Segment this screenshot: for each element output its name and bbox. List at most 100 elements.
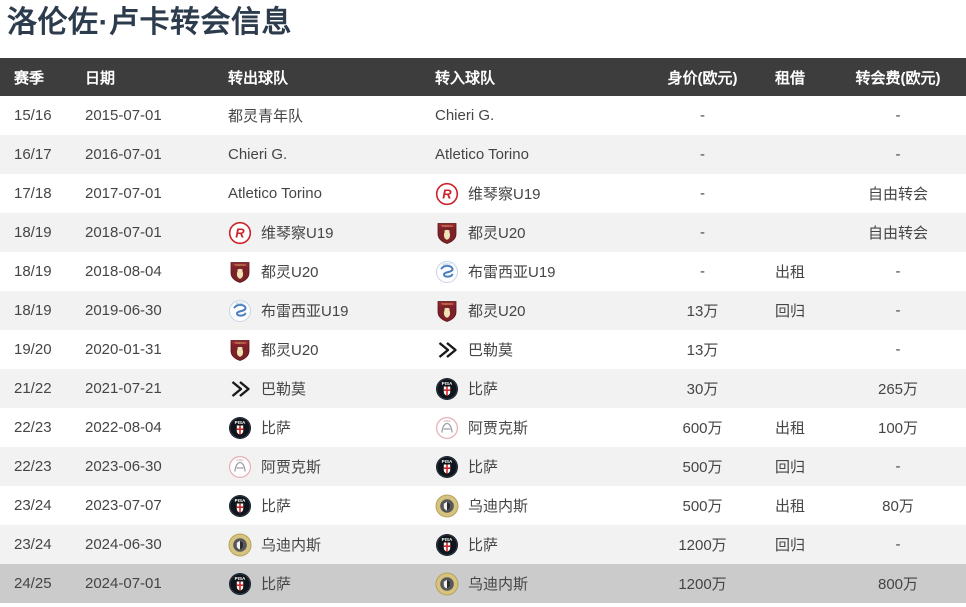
to-team-cell: PISA 比萨: [435, 369, 655, 408]
loan-cell: 出租: [774, 420, 805, 437]
table-body: 15/16 2015-07-01 都灵青年队 Chieri G. - - 16/…: [0, 96, 966, 603]
fee-cell: -: [895, 341, 901, 358]
from-team-name: 都灵U20: [261, 264, 319, 281]
date-cell: 2023-07-07: [85, 497, 162, 514]
to-team-name: 比萨: [468, 459, 499, 476]
column-header-market-value: 身价(欧元): [655, 58, 750, 96]
loan-cell: [750, 213, 830, 252]
to-team-cell: Chieri G.: [435, 96, 655, 135]
season-cell: 24/25: [14, 575, 52, 592]
season-cell: 18/19: [14, 224, 52, 241]
loan-cell: [750, 96, 830, 135]
column-header-loan: 租借: [750, 58, 830, 96]
season-cell: 22/23: [14, 419, 52, 436]
torino-crest-icon: TORINO: [228, 338, 252, 362]
from-team-cell: TORINO 都灵U20: [228, 252, 435, 291]
date-cell: 2023-06-30: [85, 458, 162, 475]
table-row: 21/22 2021-07-21 巴勒莫 PISA 比萨 30万 265万: [0, 369, 966, 408]
from-team-cell: 都灵青年队: [228, 96, 435, 135]
season-cell: 15/16: [14, 107, 52, 124]
from-team-name: 乌迪内斯: [261, 537, 322, 554]
season-cell: 23/24: [14, 497, 52, 514]
fee-cell: -: [895, 458, 901, 475]
date-cell: 2022-08-04: [85, 419, 162, 436]
page-title: 洛伦佐·卢卡转会信息: [7, 6, 292, 39]
vicenza-crest-icon: R: [435, 182, 459, 206]
table-row: 18/19 2019-06-30 BSFC 布雷西亚U19 TORINO 都灵U…: [0, 291, 966, 330]
to-team-name: 乌迪内斯: [468, 576, 529, 593]
to-team-name: 都灵U20: [468, 225, 526, 242]
brescia-crest-icon: BSFC: [435, 260, 459, 284]
from-team-name: 都灵U20: [261, 342, 319, 359]
market-value-cell: -: [700, 185, 705, 202]
loan-cell: 回归: [774, 303, 805, 320]
to-team-cell: 乌迪内斯: [435, 564, 655, 603]
column-header-from-team: 转出球队: [228, 58, 435, 96]
to-team-name: 巴勒莫: [468, 342, 514, 359]
table-row: 19/20 2020-01-31 TORINO 都灵U20 巴勒莫 13万 -: [0, 330, 966, 369]
table-header-row: 赛季 日期 转出球队 转入球队 身价(欧元) 租借 转会费(欧元): [0, 58, 966, 96]
fee-cell: 800万: [877, 576, 919, 593]
palermo-crest-icon: [228, 377, 252, 401]
table-row: 23/24 2023-07-07 PISA 比萨 乌迪内斯 500万 出租 80…: [0, 486, 966, 525]
udinese-crest-icon: [228, 533, 252, 557]
loan-cell: 回归: [774, 459, 805, 476]
market-value-cell: -: [700, 107, 705, 124]
to-team-name: 比萨: [468, 537, 499, 554]
to-team-cell: AJAX 阿贾克斯: [435, 408, 655, 447]
from-team-cell: Chieri G.: [228, 135, 435, 174]
svg-text:BSFC: BSFC: [443, 263, 452, 267]
svg-text:PISA: PISA: [442, 458, 453, 463]
table-row: 24/25 2024-07-01 PISA 比萨 乌迪内斯 1200万 800万: [0, 564, 966, 603]
svg-text:AJAX: AJAX: [444, 419, 451, 423]
market-value-cell: -: [700, 146, 705, 163]
torino-crest-icon: TORINO: [228, 260, 252, 284]
svg-text:PISA: PISA: [235, 497, 246, 502]
to-team-name: 维琴察U19: [468, 186, 541, 203]
torino-crest-icon: TORINO: [435, 299, 459, 323]
loan-cell: [750, 174, 830, 213]
pisa-crest-icon: PISA: [435, 377, 459, 401]
from-team-cell: BSFC 布雷西亚U19: [228, 291, 435, 330]
svg-text:AJAX: AJAX: [237, 458, 244, 462]
from-team-name: 比萨: [261, 576, 292, 593]
svg-text:TORINO: TORINO: [234, 262, 246, 266]
season-cell: 18/19: [14, 302, 52, 319]
to-team-name: Atletico Torino: [435, 146, 529, 163]
fee-cell: -: [895, 536, 901, 553]
to-team-cell: BSFC 布雷西亚U19: [435, 252, 655, 291]
svg-text:R: R: [442, 186, 452, 201]
table-row: 22/23 2023-06-30 AJAX 阿贾克斯 PISA 比萨 500万 …: [0, 447, 966, 486]
loan-cell: 回归: [774, 537, 805, 554]
fee-cell: -: [895, 302, 901, 319]
svg-text:PISA: PISA: [442, 380, 453, 385]
date-cell: 2024-07-01: [85, 575, 162, 592]
fee-cell: 自由转会: [867, 225, 928, 242]
from-team-cell: Atletico Torino: [228, 174, 435, 213]
to-team-name: 乌迪内斯: [468, 498, 529, 515]
svg-text:PISA: PISA: [235, 575, 246, 580]
loan-cell: [750, 330, 830, 369]
market-value-cell: 1200万: [678, 537, 727, 554]
to-team-name: 都灵U20: [468, 303, 526, 320]
to-team-cell: PISA 比萨: [435, 447, 655, 486]
market-value-cell: -: [700, 224, 705, 241]
to-team-cell: TORINO 都灵U20: [435, 213, 655, 252]
from-team-cell: R 维琴察U19: [228, 213, 435, 252]
to-team-name: Chieri G.: [435, 107, 495, 124]
svg-text:BSFC: BSFC: [236, 302, 245, 306]
ajax-crest-icon: AJAX: [228, 455, 252, 479]
udinese-crest-icon: [435, 494, 459, 518]
column-header-fee: 转会费(欧元): [830, 58, 966, 96]
market-value-cell: 600万: [682, 420, 723, 437]
from-team-name: 比萨: [261, 498, 292, 515]
to-team-name: 比萨: [468, 381, 499, 398]
date-cell: 2018-07-01: [85, 224, 162, 241]
column-header-to-team: 转入球队: [435, 58, 655, 96]
fee-cell: -: [895, 263, 901, 280]
to-team-cell: TORINO 都灵U20: [435, 291, 655, 330]
to-team-cell: 乌迪内斯: [435, 486, 655, 525]
to-team-name: 阿贾克斯: [468, 420, 529, 437]
to-team-cell: R 维琴察U19: [435, 174, 655, 213]
svg-text:PISA: PISA: [235, 419, 246, 424]
